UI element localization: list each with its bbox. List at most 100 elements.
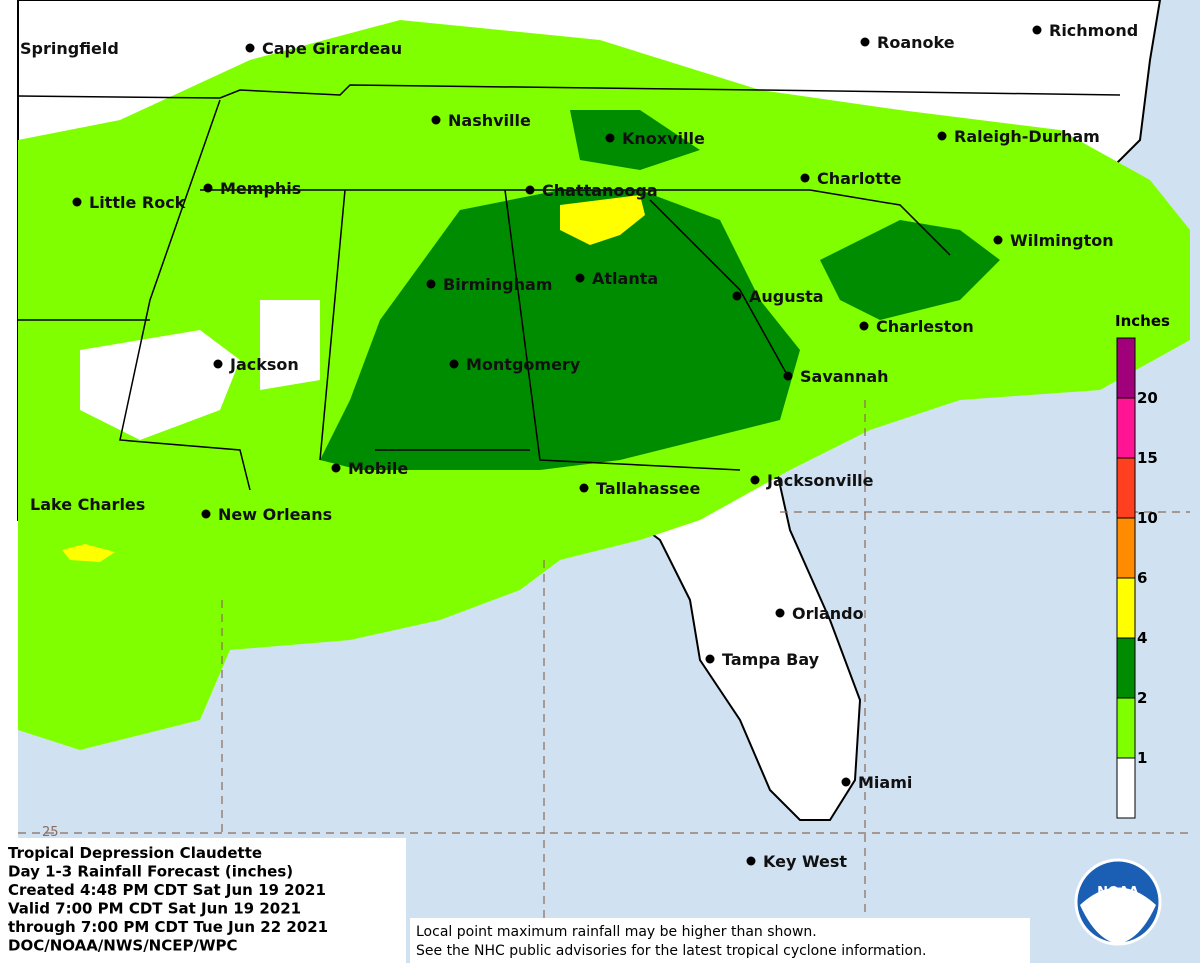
city-dot — [426, 279, 436, 289]
state-line — [119, 99, 251, 491]
logo-gull — [1080, 887, 1156, 944]
city-dot — [783, 371, 793, 381]
city-label: Nashville — [448, 111, 531, 130]
info-line: Day 1-3 Rainfall Forecast (inches) — [8, 863, 293, 881]
latitude-label: 25 — [42, 825, 59, 840]
legend-label: 2 — [1137, 689, 1147, 707]
city-label: Orlando — [792, 604, 864, 623]
rain-2-4 — [570, 110, 700, 170]
state-lines — [17, 84, 1121, 491]
logo-text: NOAA — [1097, 885, 1139, 900]
city-dot — [705, 654, 715, 664]
city-dot — [579, 483, 589, 493]
state-line — [504, 189, 741, 471]
city-dot — [841, 777, 851, 787]
city-dot — [201, 509, 211, 519]
legend-label: 20 — [1137, 389, 1158, 407]
city-dot — [993, 235, 1003, 245]
city-label: Tampa Bay — [722, 650, 820, 669]
city-label: Mobile — [348, 459, 408, 478]
city-label: Lake Charles — [30, 495, 145, 514]
info-line: Tropical Depression Claudette — [8, 844, 262, 862]
legend-swatch — [1116, 337, 1136, 399]
city-label: Montgomery — [466, 355, 581, 374]
city-dot — [213, 359, 223, 369]
city-label: Savannah — [800, 367, 889, 386]
city-label: Augusta — [749, 287, 824, 306]
city-dot — [860, 37, 870, 47]
city-dot — [72, 197, 82, 207]
rain-4-6 — [560, 195, 645, 245]
legend-swatch — [1116, 697, 1136, 759]
rain-4-6 — [62, 544, 115, 562]
city-dot — [1032, 25, 1042, 35]
city-label: Miami — [858, 773, 912, 792]
legend-title: Inches — [1115, 312, 1170, 330]
legend-swatch — [1116, 577, 1136, 639]
legend-swatch — [1116, 457, 1136, 519]
city-dot — [331, 463, 341, 473]
city-label: Key West — [763, 852, 847, 871]
city-label: Charlotte — [817, 169, 902, 188]
disclaimer-line: Local point maximum rainfall may be high… — [416, 924, 817, 940]
disclaimer: Local point maximum rainfall may be high… — [416, 924, 926, 959]
city-dot — [775, 608, 785, 618]
legend-label: 10 — [1137, 509, 1158, 527]
info-line: through 7:00 PM CDT Tue Jun 22 2021 — [8, 918, 328, 936]
city-label: Tallahassee — [596, 479, 701, 498]
dry-area — [260, 300, 320, 390]
dry-area — [80, 330, 240, 440]
city-dot — [732, 291, 742, 301]
city-label: Atlanta — [592, 269, 658, 288]
disclaimer-line: See the NHC public advisories for the la… — [416, 943, 926, 959]
info-line: Valid 7:00 PM CDT Sat Jun 19 2021 — [8, 900, 301, 918]
city-dot — [800, 173, 810, 183]
legend-label: 1 — [1137, 749, 1147, 767]
noaa-logo: NOAA — [1074, 858, 1162, 946]
city-dot — [203, 183, 213, 193]
city-label: Jackson — [229, 355, 299, 374]
rain-2-4 — [320, 190, 800, 470]
city-label: Cape Girardeau — [262, 39, 402, 58]
legend-label: 4 — [1137, 629, 1147, 647]
info-box — [0, 838, 406, 963]
info-line: DOC/NOAA/NWS/NCEP/WPC — [8, 937, 238, 955]
cities: Springfield Cape Girardeau Roanoke Richmond… — [20, 21, 1138, 871]
city-dot — [449, 359, 459, 369]
city-label: New Orleans — [218, 505, 332, 524]
info-line: Created 4:48 PM CDT Sat Jun 19 2021 — [8, 881, 326, 899]
city-label: Birmingham — [443, 275, 552, 294]
city-label: Richmond — [1049, 21, 1138, 40]
state-line — [319, 189, 346, 461]
city-dot — [605, 133, 615, 143]
city-label: Roanoke — [877, 33, 955, 52]
city-dot — [525, 185, 535, 195]
legend-label: 15 — [1137, 449, 1158, 467]
city-label: Little Rock — [89, 193, 186, 212]
city-label: Knoxville — [622, 129, 705, 148]
city-label: Chattanooga — [542, 181, 658, 200]
city-dot — [750, 475, 760, 485]
city-dot — [245, 43, 255, 53]
legend-swatch — [1116, 757, 1136, 819]
legend-label: 6 — [1137, 569, 1147, 587]
city-dot — [431, 115, 441, 125]
city-label: Memphis — [220, 179, 301, 198]
state-line — [649, 199, 791, 381]
city-label: Charleston — [876, 317, 974, 336]
city-dot — [575, 273, 585, 283]
legend: Inches 1 2 4 6 10 15 20 — [1115, 312, 1170, 819]
city-label: Raleigh-Durham — [954, 127, 1100, 146]
rain-2-4 — [820, 220, 1000, 320]
disclaimer-box — [410, 918, 1030, 963]
state-line — [17, 84, 1121, 99]
city-dot — [746, 856, 756, 866]
city-label: Springfield — [20, 39, 119, 58]
city-dot — [937, 131, 947, 141]
legend-swatch — [1116, 517, 1136, 579]
city-label: Wilmington — [1010, 231, 1114, 250]
city-label: Jacksonville — [766, 471, 874, 490]
